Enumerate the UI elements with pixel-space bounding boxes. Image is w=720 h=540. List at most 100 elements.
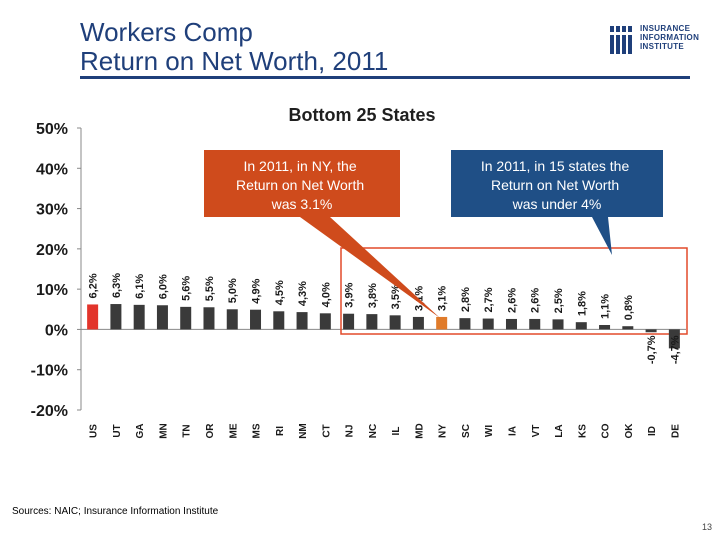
category-label-wi: WI (484, 425, 495, 437)
data-label-nc: 3,8% (367, 283, 379, 308)
data-label-il: 3,5% (390, 284, 402, 309)
bars (87, 304, 680, 349)
category-label-me: ME (228, 423, 239, 438)
data-label-nm: 4,3% (297, 281, 309, 306)
category-label-de: DE (670, 424, 681, 438)
category-label-ia: IA (507, 426, 518, 436)
data-label-ok: 0,8% (623, 295, 635, 320)
category-label-md: MD (414, 423, 425, 439)
y-tick-label: 50% (36, 121, 68, 138)
bar-wi (482, 318, 494, 330)
data-label-tn: 5,6% (181, 276, 193, 301)
category-label-ks: KS (577, 424, 588, 438)
bar-ri (273, 311, 285, 330)
bar-nm (296, 312, 308, 330)
source-note: Sources: NAIC; Insurance Information Ins… (12, 506, 219, 517)
category-label-sc: SC (461, 424, 472, 438)
data-label-la: 2,5% (553, 288, 565, 313)
y-tick-label: 10% (36, 282, 68, 299)
ny-callout-text: In 2011, in NY, the Return on Net Worth … (236, 158, 368, 212)
bar-id (645, 329, 657, 333)
bar-md (412, 316, 424, 330)
category-label-ms: MS (252, 423, 263, 438)
under-4pct-callout: In 2011, in 15 states the Return on Net … (451, 150, 663, 255)
data-label-mn: 6,0% (157, 274, 169, 299)
data-label-sc: 2,8% (460, 287, 472, 312)
bar-us (87, 304, 99, 330)
data-label-ri: 4,5% (274, 280, 286, 305)
bar-ny (436, 316, 448, 330)
data-label-ut: 6,3% (111, 273, 123, 298)
category-label-or: OR (205, 423, 216, 439)
y-tick-label: 30% (36, 202, 68, 219)
bar-ia (505, 318, 517, 330)
data-label-us: 6,2% (88, 273, 100, 298)
logo-text: INSURANCE INFORMATION INSTITUTE (640, 24, 699, 51)
under-4pct-highlight-box (340, 247, 688, 335)
category-label-la: LA (554, 424, 565, 437)
bar-ms (250, 309, 262, 330)
bar-sc (459, 318, 471, 330)
category-label-ct: CT (321, 424, 332, 437)
data-label-ga: 6,1% (134, 274, 146, 299)
page-number: 13 (701, 522, 712, 532)
data-label-me: 5,0% (227, 278, 239, 303)
bar-me (226, 309, 238, 330)
bar-il (389, 315, 401, 330)
logo-line-3: INSTITUTE (640, 42, 685, 51)
bar-or (203, 307, 215, 330)
bar-de (668, 329, 680, 349)
y-tick-label: 40% (36, 161, 68, 178)
category-label-ga: GA (135, 424, 146, 439)
bar-nc (366, 314, 378, 330)
y-tick-label: 0% (45, 322, 68, 339)
under-4pct-callout-text: In 2011, in 15 states the Return on Net … (481, 158, 633, 212)
bar-ga (133, 304, 145, 330)
data-label-ia: 2,6% (506, 288, 518, 313)
data-label-ms: 4,9% (251, 278, 263, 303)
data-label-vt: 2,6% (530, 288, 542, 313)
data-label-co: 1,1% (600, 294, 612, 319)
logo-line-2: INFORMATION (640, 33, 700, 42)
data-label-ny: 3,1% (437, 286, 449, 311)
ny-callout: In 2011, in NY, the Return on Net Worth … (204, 150, 440, 318)
bar-co (599, 324, 611, 330)
category-label-nc: NC (368, 424, 379, 438)
logo-line-1: INSURANCE (640, 24, 691, 33)
category-label-us: US (89, 424, 100, 438)
category-label-id: ID (647, 426, 658, 436)
category-label-ok: OK (624, 423, 635, 439)
title-line-2: Return on Net Worth, 2011 (80, 46, 389, 76)
bar-la (552, 319, 564, 330)
data-label-id: -0,7% (646, 335, 658, 364)
category-label-mn: MN (158, 423, 169, 439)
category-label-ny: NY (438, 424, 449, 438)
category-label-vt: VT (531, 425, 542, 438)
category-label-tn: TN (182, 424, 193, 437)
category-label-il: IL (391, 427, 402, 436)
y-tick-label: -20% (31, 403, 68, 420)
bar-ct (319, 313, 331, 330)
category-labels: US UT GA MN TN OR ME MS RI NM CT NJ NC IL MD NY SC WI IA VT… (89, 423, 682, 439)
category-label-ut: UT (112, 424, 123, 437)
bar-mn (156, 305, 168, 330)
bar-tn (180, 306, 192, 330)
roe-bar-chart: Bottom 25 States 50% 40% 30% 20% 10% 0% -10% -2… (31, 105, 688, 439)
data-label-ks: 1,8% (576, 291, 588, 316)
bar-ok (622, 326, 634, 330)
title-divider (80, 76, 690, 79)
bar-ut (110, 304, 122, 330)
data-labels: 6,2% 6,3% 6,1% 6,0% 5,6% 5,5% 5,0% 4,9% 4,5% 4,3%… (88, 273, 682, 364)
bar-vt (529, 318, 541, 330)
y-tick-label: 20% (36, 242, 68, 259)
bar-nj (343, 313, 355, 330)
chart-title: Bottom 25 States (288, 105, 435, 125)
page-title: Workers Comp Return on Net Worth, 2011 (80, 18, 388, 76)
data-label-ct: 4,0% (320, 282, 332, 307)
data-label-nj: 3,9% (344, 282, 356, 307)
bar-ks (575, 322, 587, 330)
category-label-nm: NM (298, 423, 309, 439)
category-label-nj: NJ (345, 425, 356, 438)
data-label-wi: 2,7% (483, 287, 495, 312)
y-tick-label: -10% (31, 363, 68, 380)
